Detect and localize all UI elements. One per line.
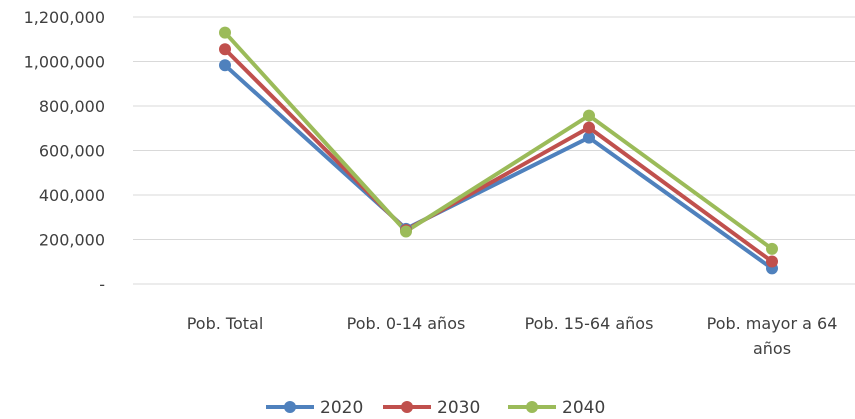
x-axis: Pob. Total Pob. 0-14 años Pob. 15-64 años P… <box>187 314 838 358</box>
legend-label-2030: 2030 <box>437 398 480 418</box>
x-category-label: Pob. mayor a 64 <box>707 314 838 333</box>
data-point-2030 <box>219 43 231 56</box>
y-tick-label: - <box>99 275 105 294</box>
y-tick-label: 400,000 <box>39 186 105 205</box>
series-line-2040 <box>223 31 774 251</box>
series-line-2030 <box>223 47 774 264</box>
data-point-2040 <box>766 242 778 255</box>
y-tick-label: 200,000 <box>39 231 105 250</box>
y-axis: - 200,000 400,000 600,000 800,000 1,000,000 1,… <box>24 8 105 294</box>
y-tick-label: 600,000 <box>39 142 105 161</box>
legend: 2020 2030 2040 <box>266 398 605 418</box>
x-category-label: Pob. 15-64 años <box>525 314 654 333</box>
legend-label-2020: 2020 <box>320 398 363 418</box>
series-lines <box>223 31 774 271</box>
y-tick-label: 1,000,000 <box>24 53 105 72</box>
data-point-2020 <box>583 131 595 144</box>
data-point-2040 <box>583 109 595 122</box>
x-category-label: Pob. 0-14 años <box>347 314 466 333</box>
series-line-2020 <box>223 63 774 271</box>
data-point-2030 <box>583 121 595 134</box>
legend-marker-2030 <box>401 401 413 413</box>
data-point-2030 <box>766 255 778 268</box>
y-tick-label: 1,200,000 <box>24 8 105 27</box>
legend-marker-2020 <box>284 401 296 413</box>
legend-marker-2040 <box>526 401 538 413</box>
x-category-label: Pob. Total <box>187 314 264 333</box>
x-category-label: años <box>753 339 791 358</box>
series-points <box>219 26 778 275</box>
data-point-2040 <box>219 26 231 39</box>
y-tick-label: 800,000 <box>39 97 105 116</box>
data-point-2040 <box>400 225 412 238</box>
data-point-2020 <box>219 59 231 72</box>
legend-label-2040: 2040 <box>562 398 605 418</box>
